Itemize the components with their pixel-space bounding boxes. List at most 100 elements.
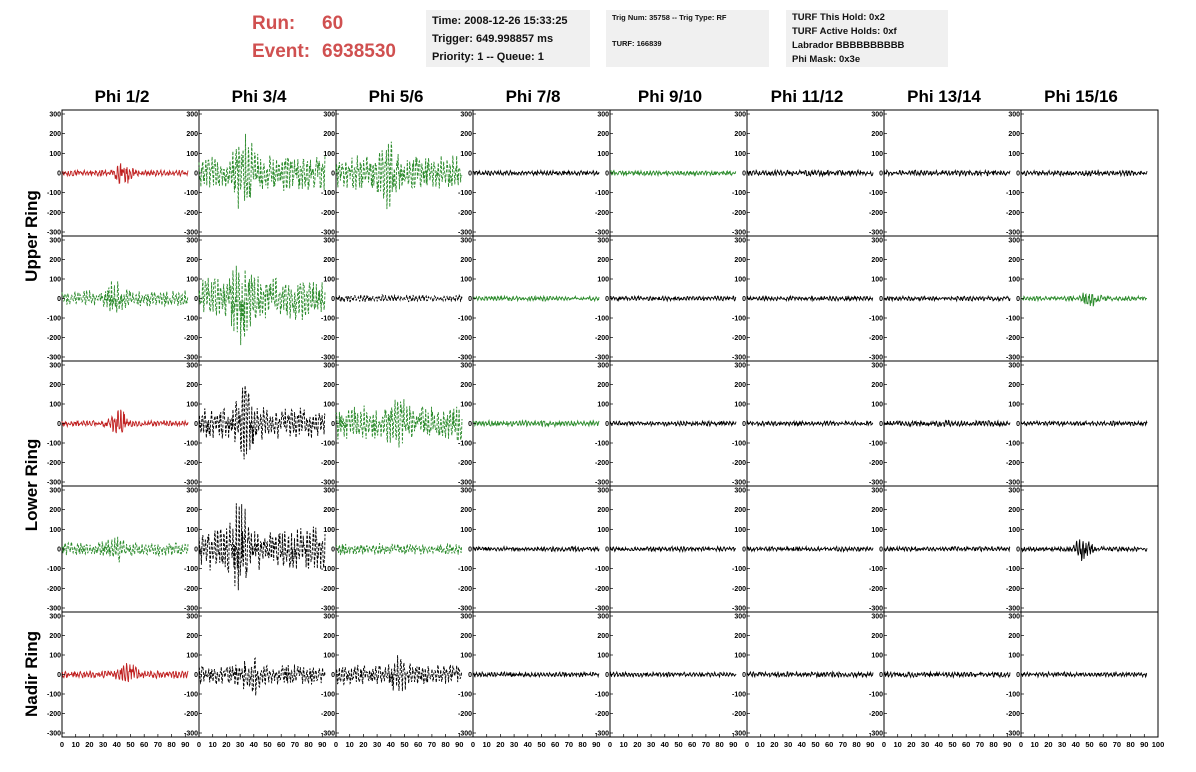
- y-tick-label: -100: [1006, 316, 1020, 323]
- waveform-series: [61, 163, 189, 184]
- y-tick-label: -300: [595, 480, 609, 487]
- y-tick-label: 200: [597, 131, 609, 138]
- y-tick-label: -200: [47, 460, 61, 467]
- y-tick-label: 300: [597, 488, 609, 495]
- y-tick-label: 100: [734, 151, 746, 158]
- waveform-series: [472, 418, 600, 429]
- x-tick-label: 90: [1140, 740, 1148, 749]
- x-tick-label: 80: [167, 740, 175, 749]
- column-header-phi-15-16: Phi 15/16: [1044, 87, 1118, 106]
- y-tick-label: 200: [871, 382, 883, 389]
- y-tick-label: 100: [186, 653, 198, 660]
- y-tick-label: -100: [321, 692, 335, 699]
- y-tick-label: 200: [49, 633, 61, 640]
- x-tick-label: 50: [811, 740, 819, 749]
- y-tick-label: 100: [1008, 151, 1020, 158]
- y-tick-label: -100: [321, 441, 335, 448]
- y-tick-label: 0: [468, 171, 472, 178]
- y-tick-label: 300: [323, 363, 335, 370]
- y-tick-label: -200: [458, 460, 472, 467]
- y-tick-label: -200: [1006, 210, 1020, 217]
- y-tick-label: 200: [734, 633, 746, 640]
- y-tick-label: 100: [186, 151, 198, 158]
- time-line: Time: 2008-12-26 15:33:25: [432, 15, 568, 27]
- y-tick-label: 100: [460, 402, 472, 409]
- waveform-series: [746, 419, 874, 428]
- y-tick-label: -100: [184, 566, 198, 573]
- y-tick-label: -200: [184, 711, 198, 718]
- y-tick-label: 200: [460, 382, 472, 389]
- y-tick-label: 300: [186, 363, 198, 370]
- y-tick-label: 0: [1016, 171, 1020, 178]
- y-tick-label: 0: [468, 672, 472, 679]
- y-tick-label: 200: [1008, 382, 1020, 389]
- y-tick-label: 200: [323, 633, 335, 640]
- y-tick-label: 200: [186, 507, 198, 514]
- waveform-series: [883, 168, 1011, 178]
- y-tick-label: -200: [869, 460, 883, 467]
- y-tick-label: 100: [734, 402, 746, 409]
- y-tick-label: 100: [49, 527, 61, 534]
- y-tick-label: 0: [194, 171, 198, 178]
- x-tick-label: 70: [702, 740, 710, 749]
- y-tick-label: 300: [597, 238, 609, 245]
- y-tick-label: -300: [595, 731, 609, 738]
- run-label: Run:: [252, 13, 296, 34]
- y-tick-label: 300: [323, 238, 335, 245]
- x-tick-label: 90: [729, 740, 737, 749]
- y-tick-label: -300: [595, 355, 609, 362]
- waveform-series: [883, 670, 1011, 679]
- y-tick-label: -300: [321, 480, 335, 487]
- y-tick-label: 200: [597, 382, 609, 389]
- y-tick-label: 100: [1008, 277, 1020, 284]
- x-tick-label: 20: [359, 740, 367, 749]
- y-tick-label: -300: [595, 230, 609, 237]
- y-tick-label: -100: [869, 316, 883, 323]
- y-tick-label: 300: [734, 614, 746, 621]
- y-tick-label: -200: [869, 210, 883, 217]
- x-tick-label: 90: [1003, 740, 1011, 749]
- y-tick-label: 100: [871, 277, 883, 284]
- y-tick-label: 200: [1008, 633, 1020, 640]
- y-tick-label: 200: [734, 257, 746, 264]
- y-tick-label: 100: [49, 402, 61, 409]
- y-tick-label: 0: [331, 547, 335, 554]
- y-tick-label: 100: [323, 402, 335, 409]
- y-tick-label: -200: [458, 586, 472, 593]
- y-tick-label: 200: [734, 382, 746, 389]
- y-tick-label: 100: [871, 402, 883, 409]
- x-tick-label: 40: [661, 740, 669, 749]
- x-tick-label: 80: [852, 740, 860, 749]
- y-tick-label: 300: [460, 112, 472, 119]
- x-tick-label: 20: [907, 740, 915, 749]
- y-tick-label: -300: [732, 606, 746, 613]
- y-tick-label: 100: [49, 277, 61, 284]
- y-tick-label: -100: [869, 692, 883, 699]
- y-tick-label: 0: [57, 421, 61, 428]
- y-tick-label: 200: [460, 257, 472, 264]
- x-tick-label: 40: [387, 740, 395, 749]
- y-tick-label: 100: [186, 402, 198, 409]
- y-tick-label: 300: [49, 614, 61, 621]
- waveform-series: [198, 265, 326, 346]
- y-tick-label: 300: [871, 488, 883, 495]
- y-tick-label: -100: [47, 190, 61, 197]
- x-tick-label: 40: [1072, 740, 1080, 749]
- y-tick-label: 300: [1008, 363, 1020, 370]
- y-tick-label: 100: [597, 277, 609, 284]
- y-tick-label: 100: [734, 653, 746, 660]
- y-tick-label: -300: [595, 606, 609, 613]
- y-tick-label: 0: [194, 672, 198, 679]
- y-tick-label: 300: [734, 363, 746, 370]
- y-tick-label: 0: [331, 171, 335, 178]
- x-tick-label: 30: [1058, 740, 1066, 749]
- y-tick-label: 300: [460, 363, 472, 370]
- y-tick-label: -200: [321, 210, 335, 217]
- y-tick-label: -200: [595, 586, 609, 593]
- y-tick-label: -200: [732, 711, 746, 718]
- y-tick-label: 300: [186, 112, 198, 119]
- waveform-series: [883, 294, 1011, 303]
- waveform-series: [335, 542, 463, 556]
- x-tick-label: 80: [578, 740, 586, 749]
